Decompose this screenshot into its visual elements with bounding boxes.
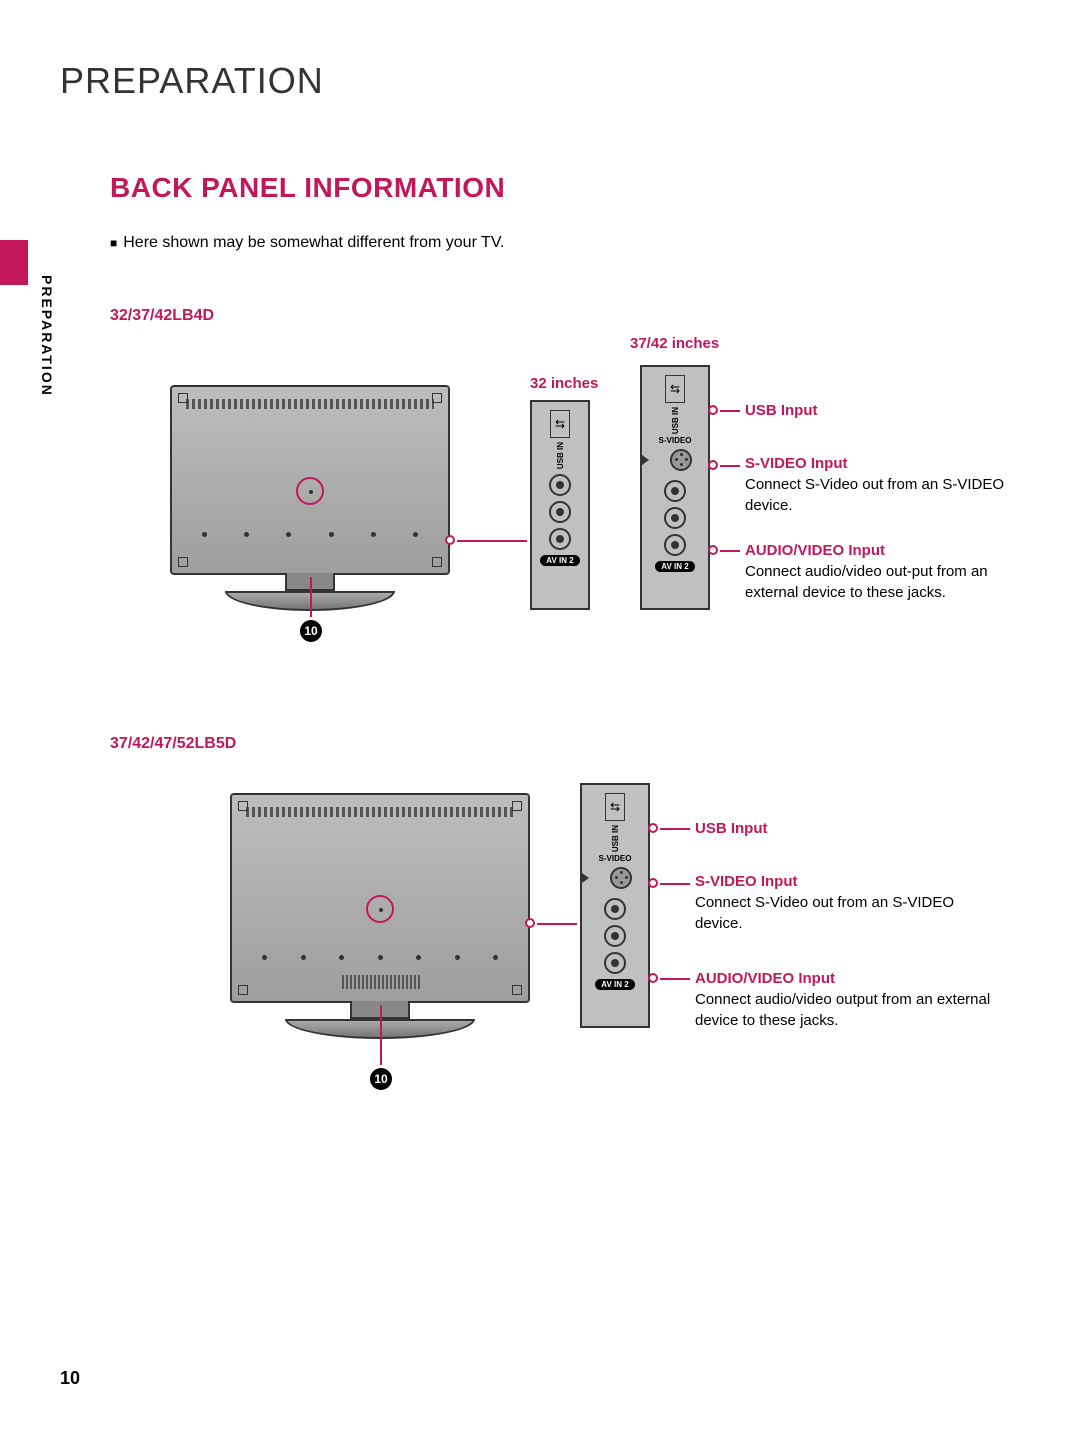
- callout-badge-10: 10: [370, 1068, 392, 1090]
- size-label-32: 32 inches: [530, 375, 598, 392]
- model-label-1: 32/37/42LB4D: [110, 307, 1020, 325]
- callout-dot: [708, 545, 718, 555]
- side-panel-2: ⇆ USB IN S-VIDEO AV IN 2: [580, 783, 650, 1028]
- svideo-input-text: Connect S-Video out from an S-VIDEO devi…: [745, 474, 1005, 516]
- callout-dot: [445, 535, 455, 545]
- svideo-input-title: S-VIDEO Input: [695, 871, 1005, 892]
- sidebar-accent-tab: [0, 240, 28, 285]
- model-label-2: 37/42/47/52LB5D: [110, 735, 1020, 753]
- callout-dot: [648, 878, 658, 888]
- screw-dots: [202, 532, 418, 538]
- callout-dot: [708, 405, 718, 415]
- usb-in-label: USB IN: [611, 825, 620, 852]
- usb-in-label: USB IN: [556, 442, 565, 469]
- usb-in-label: USB IN: [671, 407, 680, 434]
- bottom-vent: [342, 975, 422, 989]
- svideo-input-text: Connect S-Video out from an S-VIDEO devi…: [695, 892, 1005, 934]
- callout-line: [720, 410, 740, 412]
- size-label-37-42: 37/42 inches: [630, 335, 719, 352]
- page-number: 10: [60, 1368, 80, 1389]
- side-panel-32: ⇆ USB IN AV IN 2: [530, 400, 590, 610]
- usb-input-title: USB Input: [695, 818, 768, 839]
- callout-line: [720, 465, 740, 467]
- callout-line: [380, 1005, 382, 1065]
- usb-port-icon: ⇆: [605, 793, 625, 821]
- av-in-label: AV IN 2: [595, 979, 635, 990]
- center-circle-icon: [366, 895, 394, 923]
- note-content: Here shown may be somewhat different fro…: [123, 234, 504, 251]
- usb-port-icon: ⇆: [550, 410, 570, 438]
- svideo-port-icon: [670, 449, 692, 471]
- av-input-title: AUDIO/VIDEO Input: [745, 540, 1015, 561]
- note-text: ■ Here shown may be somewhat different fr…: [110, 234, 1020, 252]
- usb-port-icon: ⇆: [665, 375, 685, 403]
- usb-input-desc-2: USB Input: [695, 818, 768, 839]
- rca-jack-icon: [604, 925, 626, 947]
- center-circle-icon: [296, 477, 324, 505]
- av-input-text: Connect audio/video output from an exter…: [695, 989, 1015, 1031]
- screw-dots: [262, 955, 498, 961]
- triangle-icon: [582, 873, 589, 883]
- callout-line: [720, 550, 740, 552]
- callout-dot: [525, 918, 535, 928]
- diagram-section-1: 10 32 inches ⇆ USB IN AV IN 2 37/42 inch…: [110, 345, 1020, 705]
- callout-line: [660, 883, 690, 885]
- rca-jack-icon: [549, 474, 571, 496]
- svideo-input-desc: S-VIDEO Input Connect S-Video out from a…: [745, 453, 1005, 516]
- callout-line: [537, 923, 577, 925]
- usb-input-desc: USB Input: [745, 400, 818, 421]
- page-content: PREPARATION PREPARATION BACK PANEL INFOR…: [60, 60, 1020, 1379]
- av-input-text: Connect audio/video out-put from an exte…: [745, 561, 1015, 603]
- callout-line: [660, 828, 690, 830]
- av-in-label: AV IN 2: [540, 555, 580, 566]
- section-subtitle: BACK PANEL INFORMATION: [110, 172, 1020, 204]
- callout-line: [457, 540, 527, 542]
- callout-dot: [648, 973, 658, 983]
- callout-line: [310, 577, 312, 617]
- rca-jack-icon: [664, 534, 686, 556]
- av-input-desc-2: AUDIO/VIDEO Input Connect audio/video ou…: [695, 968, 1015, 1031]
- rca-jack-icon: [549, 528, 571, 550]
- av-in-label: AV IN 2: [655, 561, 695, 572]
- svideo-input-title: S-VIDEO Input: [745, 453, 1005, 474]
- side-panel-37-42: ⇆ USB IN S-VIDEO AV IN 2: [640, 365, 710, 610]
- triangle-icon: [642, 455, 649, 465]
- usb-input-title: USB Input: [745, 400, 818, 421]
- callout-dot: [708, 460, 718, 470]
- sidebar-section-label: PREPARATION: [39, 275, 55, 397]
- svideo-input-desc-2: S-VIDEO Input Connect S-Video out from a…: [695, 871, 1005, 934]
- svideo-label: S-VIDEO: [582, 854, 648, 863]
- vent-dots: [246, 807, 514, 817]
- diagram-section-2: 10 ⇆ USB IN S-VIDEO AV IN 2 USB Input S-…: [110, 773, 1020, 1153]
- callout-line: [660, 978, 690, 980]
- rca-jack-icon: [604, 952, 626, 974]
- bullet-square-icon: ■: [110, 236, 117, 250]
- svideo-port-icon: [610, 867, 632, 889]
- tv-back-illustration: [230, 793, 530, 1003]
- callout-badge-10: 10: [300, 620, 322, 642]
- svideo-label: S-VIDEO: [642, 436, 708, 445]
- rca-jack-icon: [664, 480, 686, 502]
- av-input-desc: AUDIO/VIDEO Input Connect audio/video ou…: [745, 540, 1015, 603]
- callout-dot: [648, 823, 658, 833]
- rca-jack-icon: [604, 898, 626, 920]
- tv-back-illustration: [170, 385, 450, 575]
- page-title: PREPARATION: [60, 60, 1020, 102]
- rca-jack-icon: [664, 507, 686, 529]
- av-input-title: AUDIO/VIDEO Input: [695, 968, 1015, 989]
- vent-dots: [186, 399, 434, 409]
- rca-jack-icon: [549, 501, 571, 523]
